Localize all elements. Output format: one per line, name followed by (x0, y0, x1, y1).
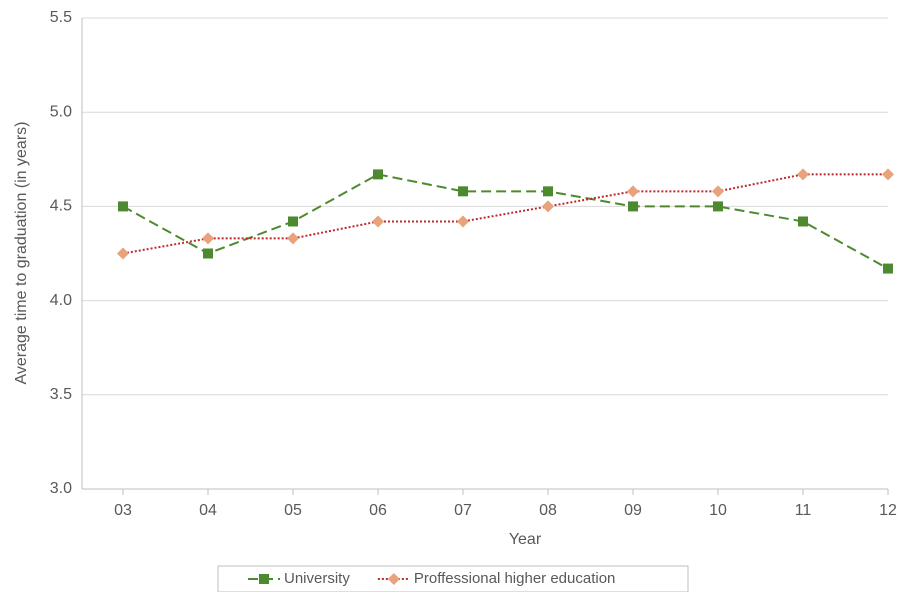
data-point (712, 185, 724, 198)
x-tick-label: 09 (624, 502, 642, 519)
data-point (543, 186, 553, 197)
series-line (122, 173, 889, 270)
data-point (287, 232, 299, 245)
data-point (713, 201, 723, 212)
data-point (797, 168, 809, 181)
y-tick-label: 3.5 (50, 386, 72, 403)
data-point (798, 216, 808, 227)
x-tick-label: 11 (795, 502, 812, 519)
data-point (627, 185, 639, 198)
legend-box (217, 565, 689, 592)
data-point (117, 247, 129, 260)
data-point (458, 186, 468, 197)
data-point (202, 232, 214, 245)
data-point (118, 201, 128, 212)
series-line (122, 173, 888, 255)
x-tick-label: 12 (879, 502, 897, 519)
x-tick-label: 03 (114, 502, 132, 519)
data-point (203, 248, 213, 259)
x-tick-label: 10 (709, 502, 727, 519)
y-tick-label: 3.0 (50, 480, 72, 497)
data-point (882, 168, 894, 181)
x-tick-label: 08 (539, 502, 557, 519)
y-tick-label: 5.0 (50, 103, 72, 120)
x-tick-label: 05 (284, 502, 302, 519)
x-tick-label: 04 (199, 502, 217, 519)
y-tick-label: 4.0 (50, 292, 72, 309)
data-point (628, 201, 638, 212)
y-tick-label: 5.5 (50, 9, 72, 26)
data-point (288, 216, 298, 227)
data-point (542, 200, 554, 213)
x-tick-label: 06 (369, 502, 387, 519)
data-point (373, 169, 383, 180)
x-axis-title: Year (509, 531, 542, 548)
legend-label: Proffessional higher education (414, 570, 616, 587)
data-point (883, 263, 893, 274)
data-point (457, 215, 469, 228)
legend-marker (387, 573, 400, 585)
legend-marker (259, 574, 269, 584)
y-axis-title: Average time to graduation (in years) (13, 122, 30, 385)
y-tick-label: 4.5 (50, 198, 72, 215)
x-tick-label: 07 (454, 502, 472, 519)
legend-label: University (284, 570, 350, 587)
data-point (372, 215, 384, 228)
